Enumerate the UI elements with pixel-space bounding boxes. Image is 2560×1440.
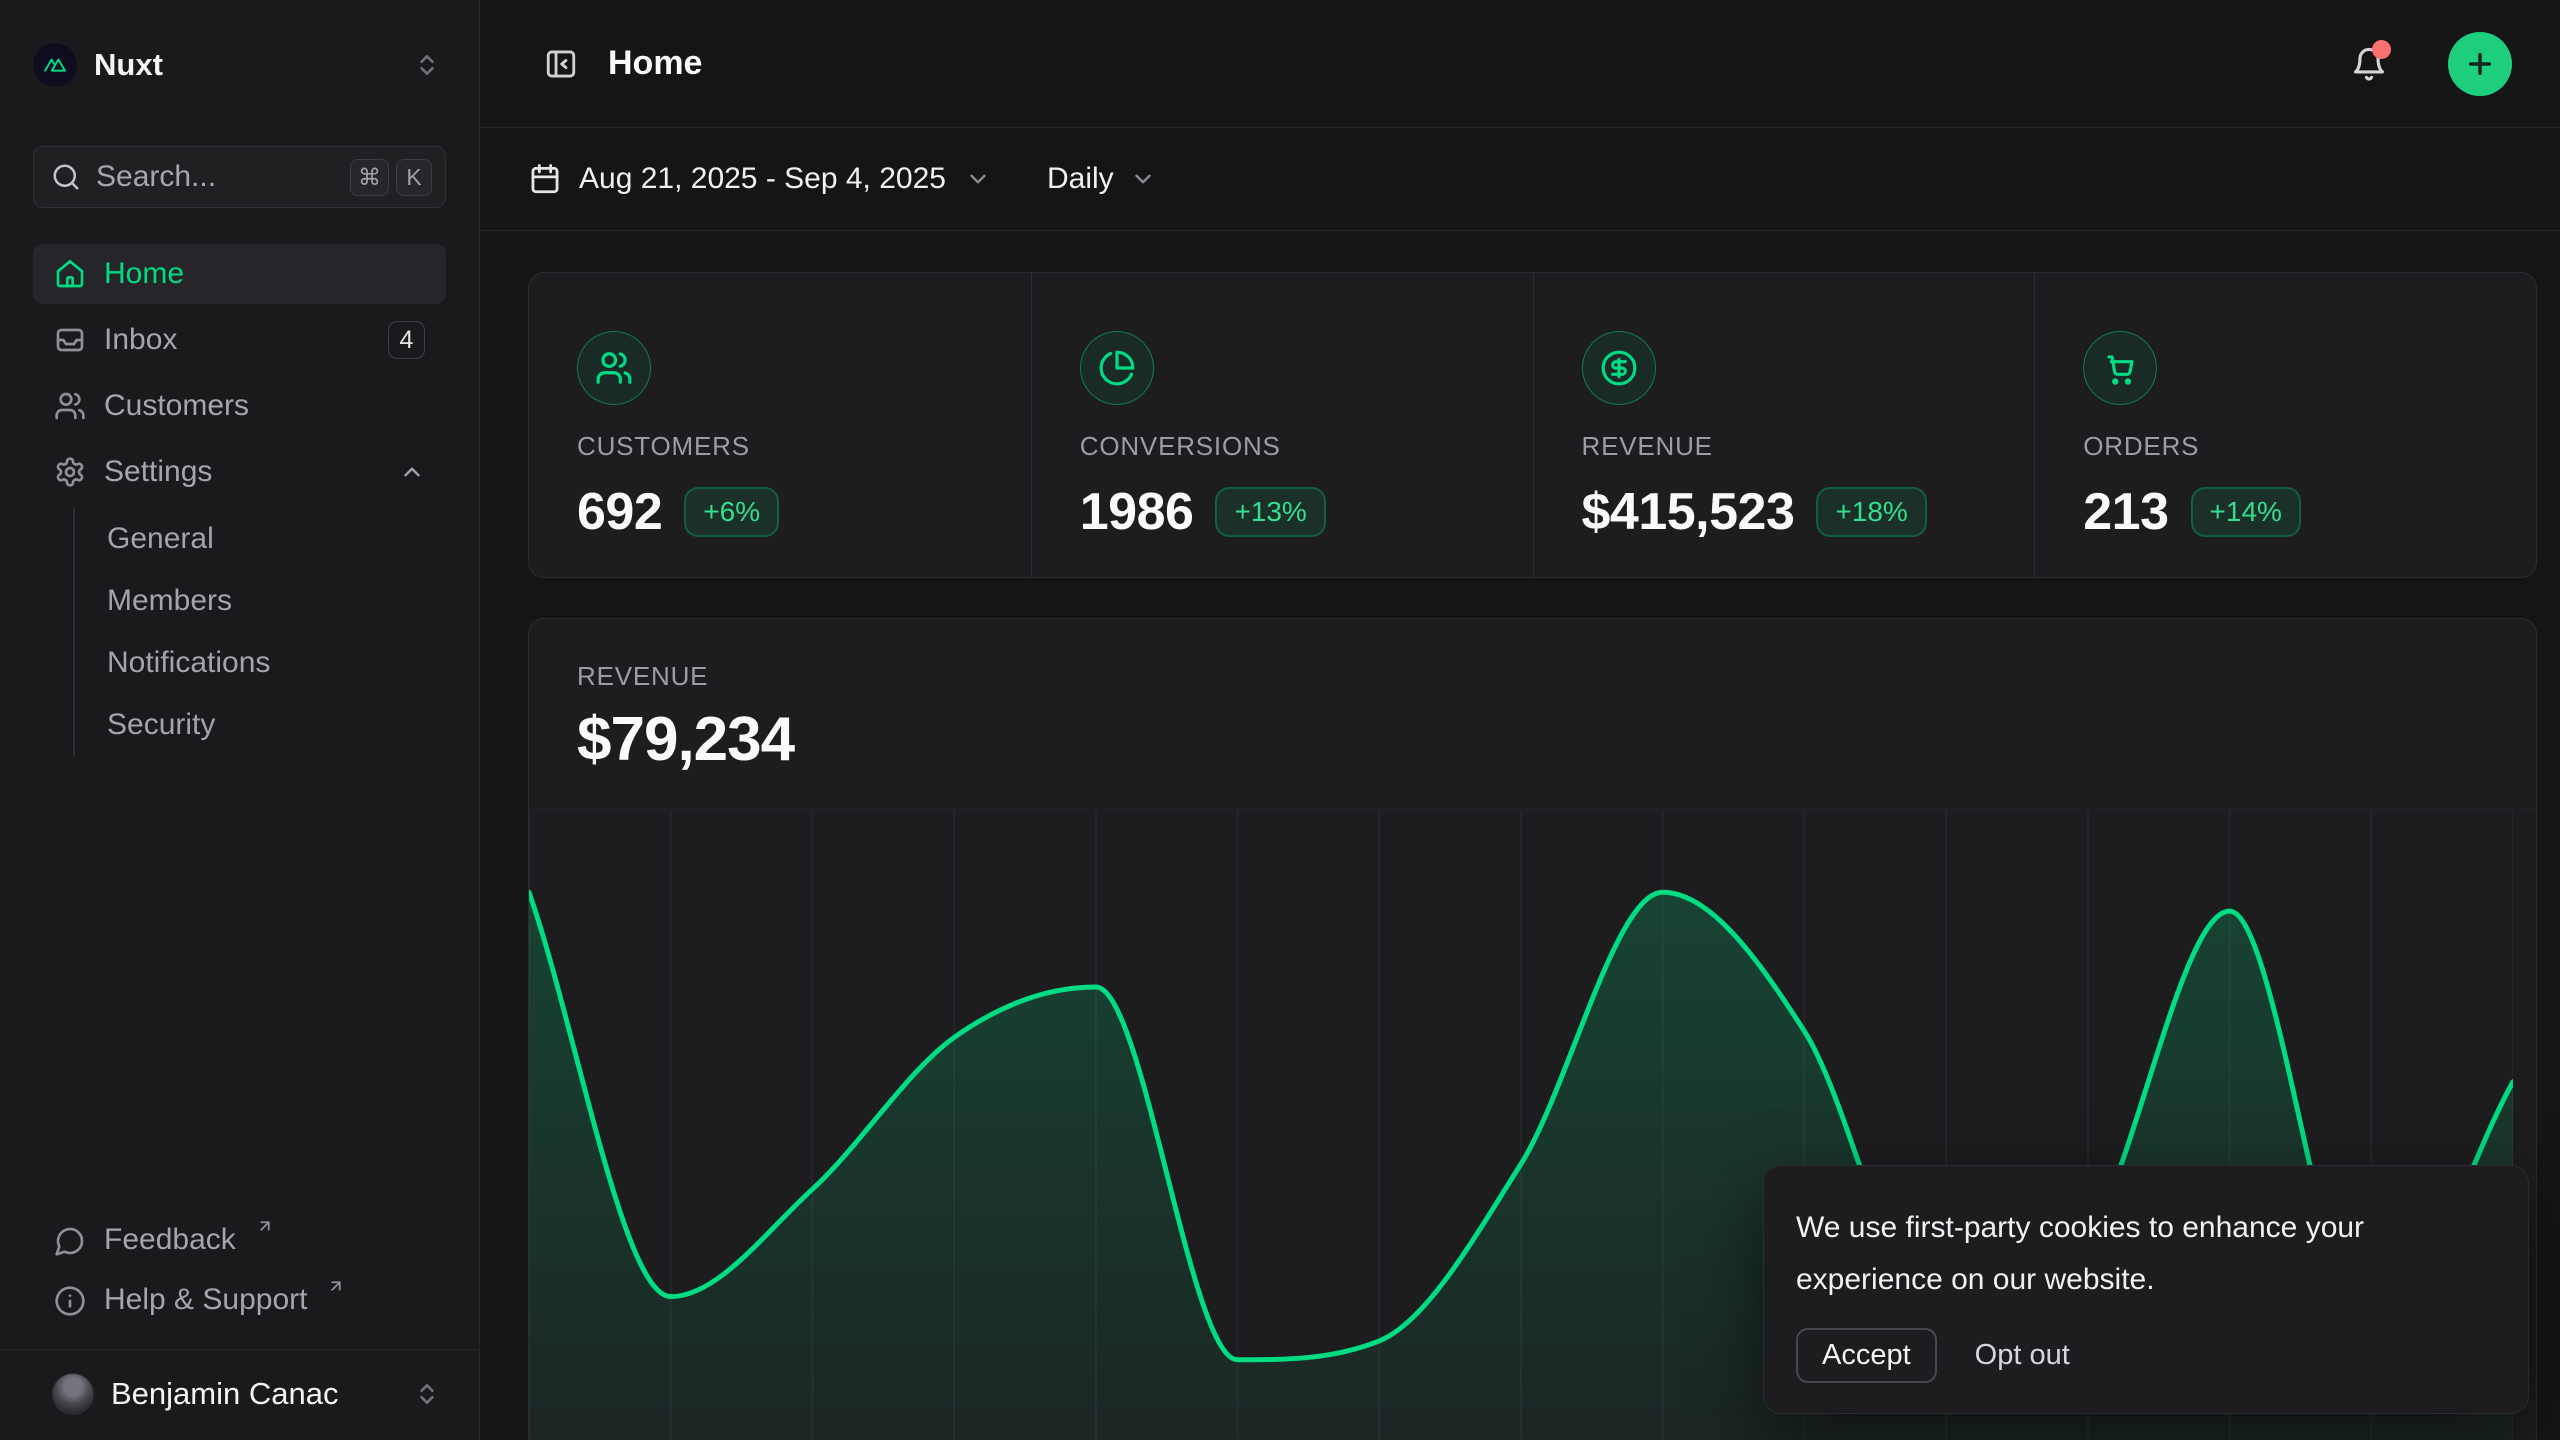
stat-revenue[interactable]: REVENUE $415,523 +18% — [1532, 273, 2035, 577]
avatar — [52, 1373, 94, 1415]
filter-toolbar: Aug 21, 2025 - Sep 4, 2025 Daily — [480, 128, 2560, 231]
sidebar-footer-links: Feedback Help & Support — [33, 1213, 446, 1333]
gear-icon — [54, 456, 86, 488]
link-label: Help & Support — [104, 1283, 308, 1316]
stat-value: 213 — [2083, 483, 2169, 541]
cookie-message: We use first-party cookies to enhance yo… — [1796, 1211, 2365, 1296]
granularity-select[interactable]: Daily — [1047, 162, 1156, 196]
cookie-banner: We use first-party cookies to enhance yo… — [1763, 1165, 2529, 1414]
info-circle-icon — [54, 1285, 86, 1317]
stat-label: CONVERSIONS — [1079, 431, 1281, 461]
revenue-chart-label: REVENUE — [577, 661, 709, 691]
arrow-up-right-icon — [327, 1277, 345, 1295]
optout-button[interactable]: Opt out — [1974, 1339, 2070, 1371]
inbox-count-badge: 4 — [388, 321, 425, 359]
topbar: Home — [480, 0, 2560, 128]
user-name: Benjamin Canac — [111, 1376, 339, 1411]
help-support-link[interactable]: Help & Support — [33, 1273, 446, 1333]
sidebar-item-inbox[interactable]: Inbox 4 — [33, 310, 446, 370]
sidebar-item-general[interactable]: General — [107, 522, 214, 555]
stats-row: CUSTOMERS 692 +6% CONVERSIONS — [528, 272, 2537, 578]
accept-button[interactable]: Accept — [1796, 1328, 1937, 1383]
stat-change-badge: +18% — [1816, 487, 1927, 537]
nuxt-logo-icon — [33, 43, 77, 87]
settings-submenu: General Members Notifications Security — [73, 508, 446, 756]
notification-dot — [2372, 39, 2391, 59]
revenue-chart-value: $79,234 — [577, 705, 795, 774]
sidebar-collapse-button[interactable] — [544, 47, 578, 81]
search-shortcut: ⌘ K — [350, 158, 432, 196]
sidebar-item-label: Settings — [104, 455, 213, 488]
page-title: Home — [608, 44, 703, 82]
link-label: Feedback — [104, 1223, 236, 1256]
add-button[interactable] — [2448, 31, 2512, 96]
workspace-name: Nuxt — [94, 47, 163, 82]
sidebar-nav: Home Inbox 4 — [33, 244, 446, 762]
sidebar-item-customers[interactable]: Customers — [33, 376, 446, 436]
chevron-down-icon — [965, 166, 991, 192]
date-range-picker[interactable]: Aug 21, 2025 - Sep 4, 2025 — [528, 162, 991, 196]
revenue-chart[interactable] — [529, 809, 2536, 1440]
shopping-cart-icon — [2083, 331, 2158, 405]
circle-dollar-icon — [1581, 331, 1656, 405]
stat-customers[interactable]: CUSTOMERS 692 +6% — [529, 273, 1031, 577]
bell-icon — [2353, 47, 2385, 81]
arrow-up-right-icon — [256, 1217, 274, 1235]
stat-label: REVENUE — [1581, 431, 1713, 461]
users-icon — [54, 390, 86, 422]
revenue-area-chart — [529, 810, 2513, 1440]
date-range-value: Aug 21, 2025 - Sep 4, 2025 — [579, 162, 946, 195]
chevrons-up-down-icon — [414, 1381, 440, 1407]
user-menu[interactable]: Benjamin Canac — [33, 1362, 446, 1426]
stat-label: CUSTOMERS — [577, 431, 750, 461]
sidebar-spacer — [0, 762, 479, 1213]
notifications-button[interactable] — [2346, 39, 2392, 87]
inbox-icon — [54, 324, 86, 356]
stat-value: $415,523 — [1581, 483, 1795, 541]
stat-conversions[interactable]: CONVERSIONS 1986 +13% — [1030, 273, 1533, 577]
feedback-link[interactable]: Feedback — [33, 1213, 446, 1273]
sidebar-divider — [0, 1349, 479, 1350]
calendar-icon — [528, 162, 562, 196]
search-input[interactable]: Search... ⌘ K — [33, 146, 446, 208]
sidebar-item-security[interactable]: Security — [107, 708, 216, 741]
stat-change-badge: +13% — [1215, 487, 1326, 537]
chevron-down-icon — [1130, 166, 1156, 192]
chevrons-up-down-icon — [414, 52, 440, 78]
sidebar-item-label: Home — [104, 257, 185, 290]
house-icon — [54, 258, 86, 290]
pie-chart-icon — [1079, 331, 1154, 405]
sidebar: Nuxt Search... ⌘ K — [0, 0, 480, 1440]
stat-label: ORDERS — [2083, 431, 2200, 461]
search-icon — [51, 162, 81, 192]
sidebar-item-notifications[interactable]: Notifications — [107, 646, 271, 679]
stat-value: 692 — [577, 483, 663, 541]
granularity-value: Daily — [1046, 162, 1114, 195]
plus-icon — [2468, 52, 2492, 75]
search-placeholder: Search... — [96, 160, 217, 193]
users-icon — [577, 331, 651, 405]
sidebar-item-home[interactable]: Home — [33, 244, 446, 304]
sidebar-item-label: Customers — [104, 389, 250, 422]
chevron-up-icon — [399, 459, 425, 485]
kbd-cmd: ⌘ — [350, 158, 389, 196]
workspace-switcher[interactable]: Nuxt — [33, 38, 446, 92]
stat-orders[interactable]: ORDERS 213 +14% — [2034, 273, 2536, 577]
kbd-k: K — [396, 158, 432, 196]
sidebar-item-settings[interactable]: Settings — [33, 442, 446, 502]
sidebar-item-members[interactable]: Members — [107, 584, 233, 617]
stat-change-badge: +6% — [684, 487, 780, 537]
sidebar-item-label: Inbox — [104, 323, 178, 356]
stat-value: 1986 — [1079, 483, 1194, 541]
stat-change-badge: +14% — [2190, 487, 2301, 537]
message-circle-icon — [54, 1225, 86, 1257]
